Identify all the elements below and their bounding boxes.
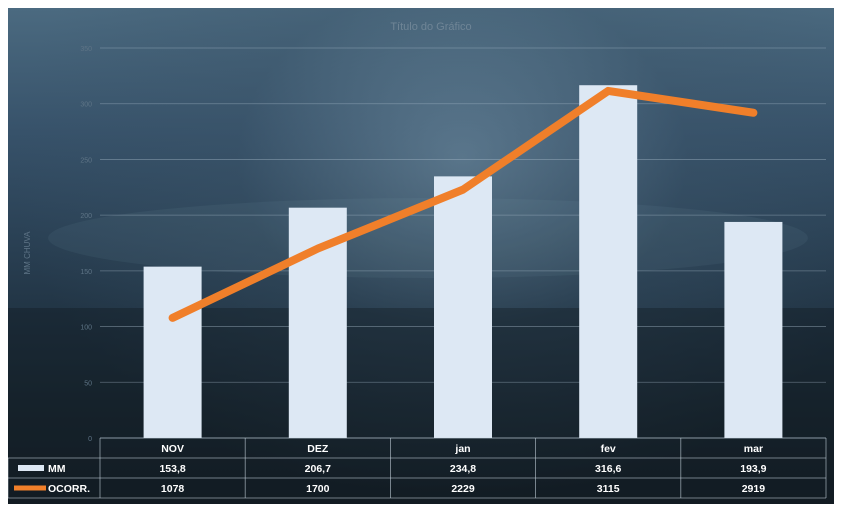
data-label: 1078 — [161, 483, 185, 495]
x-tick-label: DEZ — [307, 443, 329, 455]
legend-label-MM: MM — [48, 463, 66, 475]
data-label: 193,9 — [740, 463, 766, 475]
y-tick-label: 300 — [80, 102, 92, 109]
y-axis-label: MM CHUVA — [23, 231, 32, 275]
bar-jan — [434, 176, 492, 438]
legend-label-OCORR.: OCORR. — [48, 483, 90, 495]
data-table: NOV DEZ jan fev mar MM 153,8 206,7 234,8 316,6 193… — [8, 437, 827, 499]
ocorr-point-jan — [462, 188, 464, 191]
legend-key-MM — [18, 465, 44, 471]
bar-NOV — [143, 266, 202, 438]
y-tick-label: 0 — [88, 436, 92, 443]
data-label: 234,8 — [450, 463, 476, 475]
chart: Título do Gráfico MM CHUVA 0 50 100 150 200 2… — [8, 21, 834, 504]
bar-fev — [579, 85, 638, 439]
data-label: 2919 — [742, 483, 766, 495]
data-label: 2229 — [451, 483, 475, 495]
x-tick-label: fev — [601, 443, 616, 455]
ocorr-point-DEZ — [316, 247, 319, 250]
bars — [143, 85, 783, 439]
data-label: 3115 — [597, 483, 620, 495]
y-axis-ticks: 0 50 100 150 200 250 300 350 — [80, 46, 92, 443]
data-label: 153,8 — [159, 463, 185, 475]
y-tick-label: 150 — [80, 269, 92, 276]
ocorr-point-mar — [752, 111, 755, 114]
x-tick-label: jan — [454, 443, 470, 455]
x-tick-label: NOV — [161, 443, 184, 455]
y-tick-label: 200 — [80, 213, 92, 220]
y-tick-label: 100 — [80, 325, 92, 332]
data-label: 206,7 — [305, 463, 331, 475]
line-series — [168, 86, 758, 322]
y-tick-label: 50 — [84, 380, 92, 387]
x-tick-label: mar — [744, 443, 763, 455]
data-label: 316,6 — [595, 463, 621, 475]
y-tick-label: 250 — [80, 157, 92, 164]
ocorr-point-NOV — [171, 316, 174, 319]
chart-frame: Título do Gráfico MM CHUVA 0 50 100 150 200 2… — [8, 8, 834, 504]
data-label: 1700 — [306, 483, 330, 495]
chart-title: Título do Gráfico — [390, 21, 471, 33]
bar-mar — [724, 221, 783, 438]
y-tick-label: 350 — [80, 46, 92, 53]
ocorr-point-fev — [607, 89, 610, 92]
